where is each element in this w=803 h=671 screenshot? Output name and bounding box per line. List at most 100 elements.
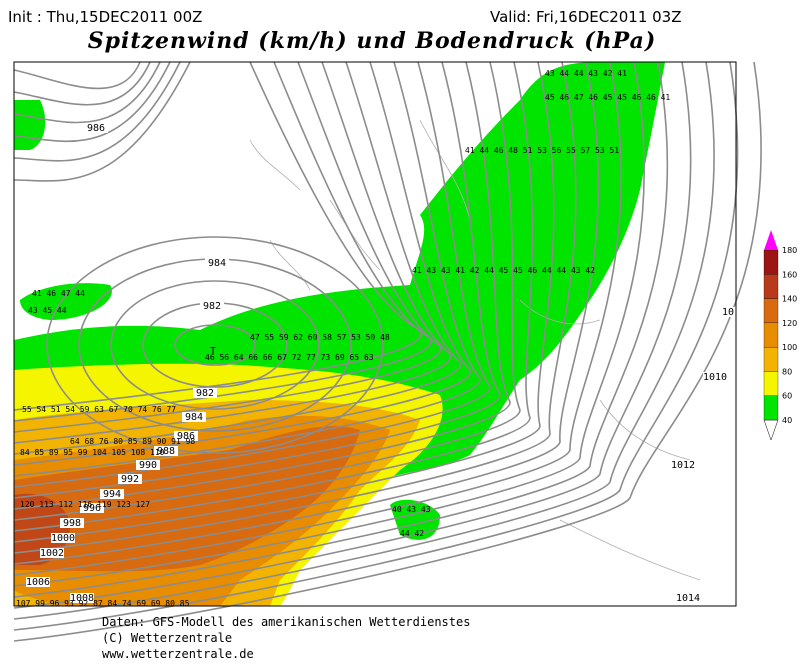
- wind-speed-labels: 43 44 44 43 42 41: [545, 69, 627, 78]
- legend-swatch: [763, 322, 779, 348]
- wind-speed-labels: 41 44 46 48 51 53 56 55 57 53 51: [465, 146, 619, 155]
- isobar-label-bg: [70, 593, 94, 603]
- isobar-label-bg: [26, 577, 50, 587]
- isobar: [13, 61, 692, 609]
- wind-speed-labels: 45 46 47 46 45 45 46 46 41: [545, 93, 670, 102]
- wind-speed-labels: 46 56 64 66 66 67 72 77 73 69 65 63: [205, 353, 374, 362]
- wind-speed-labels: 107 99 96 93 92 87 84 74 69 69 80 85: [16, 599, 190, 608]
- isobar-label-bg: [671, 460, 695, 470]
- isobar-label: 1010: [703, 372, 727, 383]
- isobar: [13, 61, 161, 124]
- isobar: [13, 61, 555, 543]
- wind-area-140: [14, 493, 71, 565]
- wind-area-40: [20, 283, 112, 320]
- isobar: [13, 61, 432, 422]
- isobar-label: 984: [185, 412, 203, 423]
- map-title: Spitzenwind (km/h) und Bodendruck (hPa): [88, 28, 657, 54]
- isobar-label-bg: [200, 301, 224, 311]
- legend-below: [763, 419, 779, 441]
- isobar: [110, 280, 320, 410]
- isobar-label: 986: [87, 123, 105, 134]
- isobar: [13, 61, 646, 587]
- legend-label: 80: [782, 367, 792, 376]
- isobar: [13, 61, 762, 642]
- isobar-label-bg: [205, 258, 229, 268]
- legend-label: 60: [782, 392, 792, 401]
- isobar-label-bg: [84, 123, 108, 133]
- isobar-label: 986: [177, 431, 195, 442]
- isobar-label: 996: [83, 503, 101, 514]
- wind-area-40: [390, 499, 440, 540]
- legend-swatch: [763, 395, 779, 421]
- isobar: [13, 61, 491, 488]
- isobar-label-bg: [154, 446, 178, 456]
- isobar-label: 990: [139, 460, 157, 471]
- isobar-label: 1012: [671, 460, 695, 471]
- wind-area-120: [14, 426, 360, 572]
- isobar-label-bg: [51, 533, 75, 543]
- isobar: [13, 61, 481, 477]
- isobar: [13, 61, 600, 565]
- legend-label: 40: [782, 416, 792, 425]
- legend-swatch: [763, 298, 779, 324]
- isobar-label: 992: [121, 474, 139, 485]
- map-frame: [13, 61, 737, 607]
- map-labels: 9869849829829849869889909929949969981000…: [16, 69, 740, 608]
- footer-source: Daten: GFS-Modell des amerikanischen Wet…: [102, 615, 470, 629]
- footer-url: www.wetterzentrale.de: [102, 647, 254, 661]
- isobar-label: 984: [208, 258, 226, 269]
- isobar: [13, 61, 511, 510]
- isobar-label-bg: [118, 474, 142, 484]
- isobar: [13, 61, 471, 466]
- isobar: [46, 236, 384, 454]
- isobar-label-bg: [703, 372, 727, 382]
- isobar-label-bg: [193, 388, 217, 398]
- low-marker: T: [210, 346, 216, 357]
- legend-label: 180: [782, 246, 797, 255]
- isobar-label: 1002: [40, 548, 64, 559]
- legend-above: [764, 230, 778, 250]
- isobar-label: 982: [196, 388, 214, 399]
- isobar: [13, 61, 151, 106]
- legend-swatch: [763, 274, 779, 299]
- isobar-label-bg: [40, 548, 64, 558]
- color-legend: 40 60 80 100 120 140 160 180: [763, 230, 797, 441]
- wind-speed-labels: 55 54 51 54 59 63 67 70 74 76 77: [22, 405, 176, 414]
- isobar-label: 994: [103, 489, 121, 500]
- isobar-label: 1000: [51, 533, 75, 544]
- isobar: [13, 61, 521, 521]
- isobar-label: 10: [722, 307, 734, 318]
- wind-speed-labels: 43 45 44: [28, 306, 67, 315]
- isobar-label: 982: [203, 301, 221, 312]
- wind-speed-labels: 120 113 112 116 119 123 127: [20, 500, 150, 509]
- isobar: [13, 61, 141, 90]
- isobar: [13, 61, 577, 554]
- isobar-label: 1006: [26, 577, 50, 588]
- isobar: [174, 324, 256, 366]
- isobar-label: 1008: [70, 593, 94, 604]
- footer-copyright: (C) Wetterzentrale: [102, 631, 232, 645]
- isobar-label: 988: [157, 446, 175, 457]
- isobar-label-bg: [716, 307, 740, 317]
- isobar-label-bg: [80, 503, 104, 513]
- wind-speed-labels: 41 43 43 41 42 44 45 45 46 44 44 43 42: [412, 266, 595, 275]
- isobar-label: 998: [63, 518, 81, 529]
- legend-swatch: [763, 249, 779, 275]
- isobar-label-bg: [60, 518, 84, 528]
- isobar: [13, 61, 622, 576]
- coastlines: [249, 119, 701, 581]
- map: 9869849829829849869889909929949969981000…: [13, 61, 762, 642]
- legend-label: 160: [782, 270, 797, 279]
- wind-speed-labels: 84 85 89 95 99 104 105 108 110: [20, 448, 165, 457]
- init-time: Init : Thu,15DEC2011 00Z: [8, 8, 202, 26]
- isobar: [13, 61, 171, 143]
- isobar: [13, 61, 442, 433]
- isobar-label-bg: [676, 593, 700, 603]
- wind-speed-labels: 41 46 47 44: [32, 289, 85, 298]
- isobar: [13, 61, 669, 598]
- wind-speed-labels: 47 55 59 62 60 58 57 53 50 48: [250, 333, 390, 342]
- legend-swatch: [763, 371, 779, 396]
- isobar: [13, 61, 715, 620]
- isobar-label-bg: [136, 460, 160, 470]
